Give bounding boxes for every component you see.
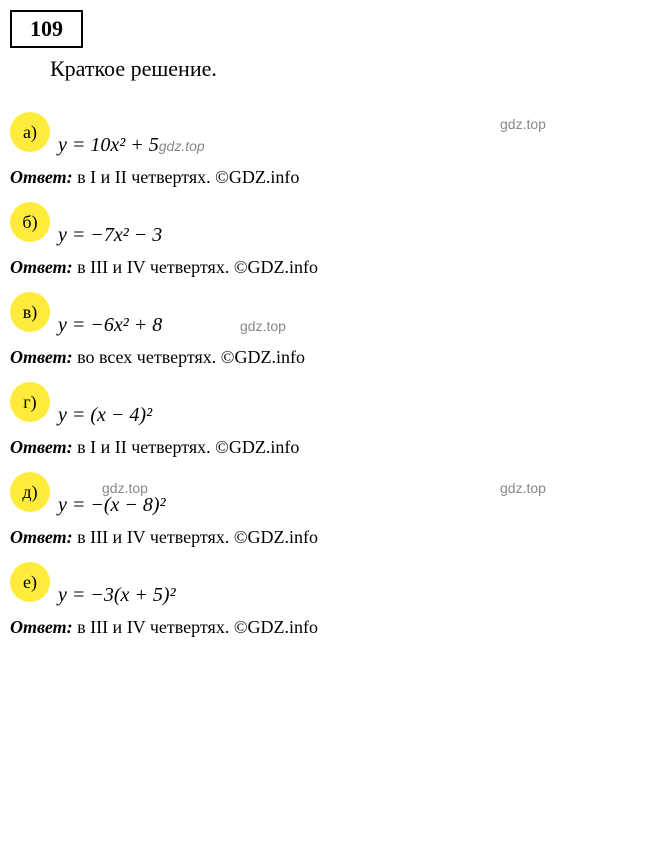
marker-a: а) <box>10 112 50 152</box>
copyright-a: ©GDZ.info <box>215 167 299 187</box>
item-g: г) y = (x − 4)² <box>10 382 644 427</box>
marker-b: б) <box>10 202 50 242</box>
subtitle: Краткое решение. <box>50 56 644 82</box>
answer-text-b: в III и IV четвертях. <box>77 257 229 277</box>
answer-label: Ответ: <box>10 617 73 637</box>
answer-label: Ответ: <box>10 347 73 367</box>
copyright-e: ©GDZ.info <box>234 617 318 637</box>
answer-v: Ответ: во всех четвертях. ©GDZ.info <box>10 347 644 368</box>
item-b: б) y = −7x² − 3 <box>10 202 644 247</box>
marker-d: д) <box>10 472 50 512</box>
copyright-b: ©GDZ.info <box>234 257 318 277</box>
marker-v: в) <box>10 292 50 332</box>
item-e: е) y = −3(x + 5)² <box>10 562 644 607</box>
answer-text-e: в III и IV четвертях. <box>77 617 229 637</box>
watermark-inline-a: gdz.top <box>159 138 205 154</box>
marker-g: г) <box>10 382 50 422</box>
answer-label: Ответ: <box>10 257 73 277</box>
equation-v: y = −6x² + 8 <box>58 314 162 337</box>
answer-a: Ответ: в I и II четвертях. ©GDZ.info <box>10 167 644 188</box>
answer-b: Ответ: в III и IV четвертях. ©GDZ.info <box>10 257 644 278</box>
watermark-v: gdz.top <box>240 318 286 334</box>
watermark-right-a: gdz.top <box>500 116 546 132</box>
equation-b: y = −7x² − 3 <box>58 224 162 247</box>
answer-e: Ответ: в III и IV четвертях. ©GDZ.info <box>10 617 644 638</box>
copyright-d: ©GDZ.info <box>234 527 318 547</box>
equation-g: y = (x − 4)² <box>58 404 152 427</box>
answer-text-a: в I и II четвертях. <box>77 167 211 187</box>
answer-text-g: в I и II четвертях. <box>77 437 211 457</box>
item-a: а) y = 10x² + 5gdz.top gdz.top <box>10 112 644 157</box>
copyright-g: ©GDZ.info <box>215 437 299 457</box>
marker-e: е) <box>10 562 50 602</box>
answer-text-v: во всех четвертях. <box>77 347 216 367</box>
item-v: в) y = −6x² + 8 gdz.top <box>10 292 644 337</box>
answer-label: Ответ: <box>10 167 73 187</box>
answer-label: Ответ: <box>10 437 73 457</box>
copyright-v: ©GDZ.info <box>221 347 305 367</box>
item-d: д) y = −(x − 8)² gdz.top gdz.top <box>10 472 644 517</box>
answer-text-d: в III и IV четвертях. <box>77 527 229 547</box>
equation-a: y = 10x² + 5gdz.top <box>58 134 205 157</box>
answer-d: Ответ: в III и IV четвертях. ©GDZ.info <box>10 527 644 548</box>
equation-e: y = −3(x + 5)² <box>58 584 176 607</box>
problem-number: 109 <box>10 10 83 48</box>
answer-label: Ответ: <box>10 527 73 547</box>
watermark-d-right: gdz.top <box>500 480 546 496</box>
equation-d: y = −(x − 8)² <box>58 494 166 517</box>
answer-g: Ответ: в I и II четвертях. ©GDZ.info <box>10 437 644 458</box>
